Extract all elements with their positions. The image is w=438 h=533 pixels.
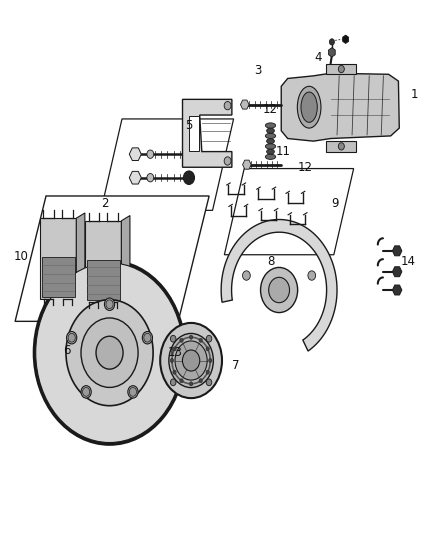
Circle shape bbox=[160, 323, 222, 398]
Ellipse shape bbox=[267, 139, 274, 144]
Circle shape bbox=[208, 358, 212, 362]
Circle shape bbox=[66, 300, 153, 406]
Circle shape bbox=[184, 171, 194, 184]
Circle shape bbox=[206, 379, 212, 386]
Text: 9: 9 bbox=[331, 197, 339, 211]
Circle shape bbox=[189, 382, 193, 386]
Circle shape bbox=[183, 350, 200, 371]
Ellipse shape bbox=[265, 123, 276, 128]
Circle shape bbox=[169, 334, 213, 387]
Circle shape bbox=[67, 332, 77, 344]
Circle shape bbox=[184, 148, 194, 161]
Polygon shape bbox=[326, 64, 357, 74]
Text: 2: 2 bbox=[102, 197, 109, 211]
Text: 8: 8 bbox=[267, 255, 274, 268]
Polygon shape bbox=[221, 220, 337, 351]
Circle shape bbox=[106, 300, 113, 309]
Circle shape bbox=[206, 335, 212, 342]
Ellipse shape bbox=[301, 92, 317, 123]
Ellipse shape bbox=[297, 86, 321, 128]
Circle shape bbox=[308, 271, 316, 280]
Ellipse shape bbox=[267, 149, 274, 154]
Circle shape bbox=[329, 39, 335, 45]
Ellipse shape bbox=[265, 144, 276, 149]
Circle shape bbox=[81, 386, 91, 398]
Circle shape bbox=[224, 101, 231, 110]
Polygon shape bbox=[87, 260, 120, 300]
Circle shape bbox=[68, 333, 75, 342]
Text: 12: 12 bbox=[297, 161, 312, 174]
Text: 13: 13 bbox=[168, 346, 183, 359]
Circle shape bbox=[81, 318, 138, 387]
Circle shape bbox=[243, 271, 250, 280]
Circle shape bbox=[338, 143, 344, 150]
Text: 1: 1 bbox=[410, 87, 418, 101]
Circle shape bbox=[82, 387, 90, 396]
Polygon shape bbox=[121, 215, 130, 302]
Circle shape bbox=[189, 335, 193, 340]
Text: 3: 3 bbox=[254, 64, 261, 77]
Text: 5: 5 bbox=[185, 119, 193, 132]
Polygon shape bbox=[40, 218, 76, 299]
Circle shape bbox=[147, 150, 154, 158]
Ellipse shape bbox=[265, 154, 276, 159]
Polygon shape bbox=[224, 168, 353, 255]
Circle shape bbox=[180, 338, 183, 342]
Polygon shape bbox=[76, 213, 85, 299]
Text: 12: 12 bbox=[263, 103, 278, 116]
Circle shape bbox=[180, 378, 183, 383]
Polygon shape bbox=[15, 196, 209, 321]
Text: 11: 11 bbox=[276, 145, 291, 158]
Polygon shape bbox=[101, 119, 233, 211]
Text: 7: 7 bbox=[233, 359, 240, 372]
Circle shape bbox=[173, 347, 176, 351]
Circle shape bbox=[261, 268, 298, 312]
Ellipse shape bbox=[265, 133, 276, 139]
Circle shape bbox=[36, 263, 184, 442]
Circle shape bbox=[268, 277, 290, 303]
Circle shape bbox=[96, 336, 123, 369]
Polygon shape bbox=[183, 99, 232, 167]
Circle shape bbox=[206, 370, 209, 374]
Circle shape bbox=[35, 261, 185, 444]
Circle shape bbox=[224, 157, 231, 165]
Circle shape bbox=[144, 333, 151, 342]
Ellipse shape bbox=[267, 128, 274, 133]
Circle shape bbox=[170, 335, 176, 342]
Circle shape bbox=[170, 379, 176, 386]
Circle shape bbox=[128, 386, 138, 398]
Circle shape bbox=[338, 66, 344, 72]
Circle shape bbox=[170, 358, 173, 362]
Circle shape bbox=[199, 338, 202, 342]
Circle shape bbox=[199, 378, 202, 383]
Polygon shape bbox=[326, 141, 357, 151]
Circle shape bbox=[129, 387, 137, 396]
Circle shape bbox=[142, 332, 152, 344]
Polygon shape bbox=[42, 257, 74, 297]
Text: 10: 10 bbox=[14, 249, 29, 263]
Text: 4: 4 bbox=[314, 51, 321, 64]
Polygon shape bbox=[189, 116, 199, 150]
Circle shape bbox=[104, 298, 115, 310]
Circle shape bbox=[206, 347, 209, 351]
Text: 6: 6 bbox=[63, 344, 71, 357]
Circle shape bbox=[175, 341, 207, 380]
Circle shape bbox=[147, 174, 154, 182]
Text: 14: 14 bbox=[400, 255, 415, 268]
Polygon shape bbox=[85, 221, 121, 302]
Circle shape bbox=[173, 370, 176, 374]
Polygon shape bbox=[281, 73, 399, 141]
